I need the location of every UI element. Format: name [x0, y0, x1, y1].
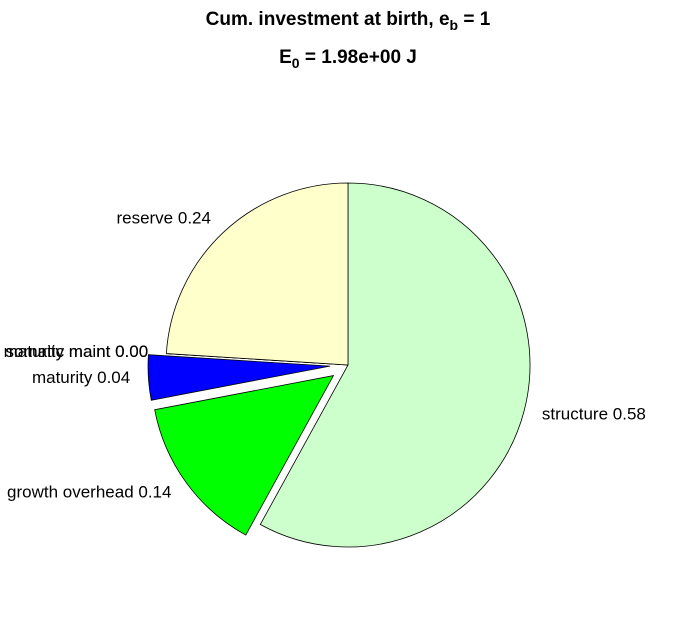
chart-title: Cum. investment at birth, eb = 1 [206, 9, 491, 33]
slice-label: structure 0.58 [542, 404, 646, 423]
chart-subtitle: E0 = 1.98e+00 J [279, 47, 417, 71]
pie-slice [154, 375, 335, 536]
slice-label: maturity maint 0.00 [4, 342, 149, 361]
slice-label: reserve 0.24 [116, 209, 211, 228]
slice-label: somatic maint 0.00 [6, 342, 149, 361]
pie-slice [165, 182, 349, 366]
pie-slice [147, 354, 331, 401]
pie-slice [259, 182, 531, 548]
slice-label: growth overhead 0.14 [7, 483, 171, 502]
slice-label: maturity 0.04 [32, 368, 130, 387]
